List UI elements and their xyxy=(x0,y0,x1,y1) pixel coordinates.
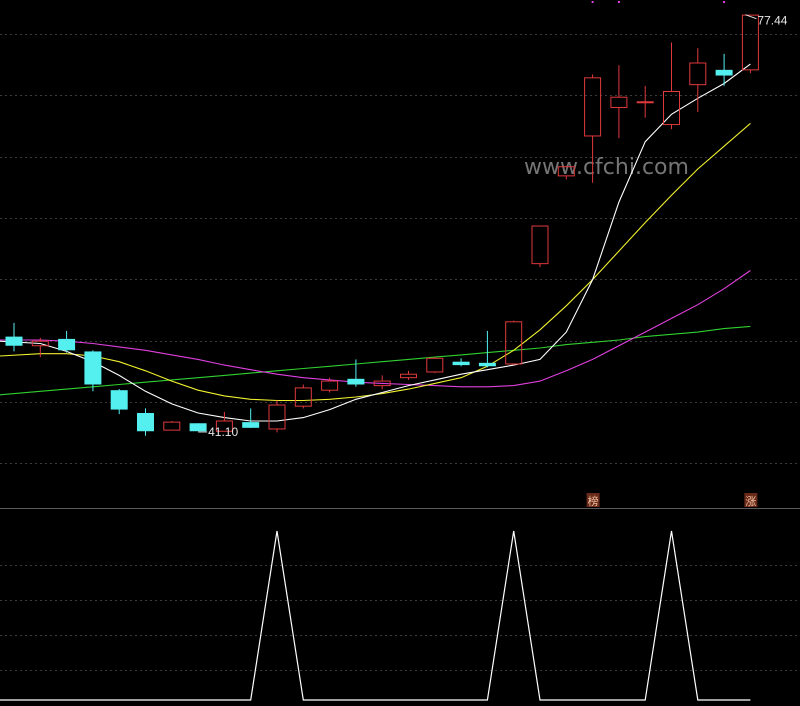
candle-body xyxy=(58,338,76,351)
candle-body xyxy=(478,362,496,367)
annotation-pointer xyxy=(745,14,757,20)
candle xyxy=(84,350,102,392)
high-price-label: 77.44 xyxy=(757,14,787,28)
indicator-line xyxy=(0,530,751,701)
candle-body xyxy=(584,77,602,137)
candle-body xyxy=(452,361,470,366)
candle xyxy=(531,225,549,268)
candle-body xyxy=(321,380,339,391)
candle-body xyxy=(137,412,154,432)
candlesticks xyxy=(5,14,759,436)
candle xyxy=(478,330,496,368)
badge-box xyxy=(586,493,600,507)
candle-body xyxy=(242,422,260,428)
candle xyxy=(189,423,207,432)
candle xyxy=(321,377,339,393)
price-annotations: 41.10 77.44 榜 涨 xyxy=(198,1,788,508)
candle-body xyxy=(5,336,23,346)
candle xyxy=(31,337,49,358)
candle xyxy=(610,65,628,139)
top-marker xyxy=(591,1,594,3)
watermark: www.cfchi.com xyxy=(524,155,689,180)
candle xyxy=(5,322,23,352)
candle-body xyxy=(294,387,312,407)
indicator-panel xyxy=(0,530,751,701)
candle xyxy=(242,408,260,428)
candle-body xyxy=(189,423,207,432)
candle-body xyxy=(373,380,391,387)
candle xyxy=(373,375,391,390)
candle xyxy=(347,359,365,387)
ma60-line xyxy=(0,325,751,396)
candle-body xyxy=(268,404,286,430)
candle xyxy=(400,370,417,380)
candle xyxy=(294,384,312,409)
candle xyxy=(215,411,233,432)
candle-body xyxy=(84,351,102,385)
candle xyxy=(137,408,154,436)
candle xyxy=(689,48,707,113)
top-marker xyxy=(617,1,620,3)
candle xyxy=(58,330,76,353)
candle xyxy=(741,14,759,74)
candle xyxy=(268,400,286,433)
candle-body xyxy=(610,96,628,108)
candle-body xyxy=(163,421,181,431)
candle-body xyxy=(347,378,365,385)
ma5-line xyxy=(0,63,751,422)
candle xyxy=(715,53,733,86)
candle-body xyxy=(505,321,523,365)
candle-body xyxy=(531,225,549,265)
candle xyxy=(557,165,575,180)
ma10-line xyxy=(0,122,751,402)
candle xyxy=(584,74,602,183)
ma20-line xyxy=(0,270,751,388)
low-price-label: 41.10 xyxy=(208,425,238,439)
candle-body xyxy=(110,390,128,410)
candle-body xyxy=(557,166,575,177)
candle xyxy=(636,85,654,118)
candle-body xyxy=(715,69,733,76)
candle xyxy=(110,389,128,415)
candle xyxy=(452,358,470,367)
top-marker xyxy=(723,1,726,3)
candle-body xyxy=(215,420,233,432)
badge-label: 涨 xyxy=(745,495,756,508)
candle-body xyxy=(663,91,680,126)
candle-body xyxy=(636,101,654,104)
candle xyxy=(663,42,680,130)
candle-body xyxy=(741,14,759,71)
candle-body xyxy=(689,62,707,86)
candle xyxy=(426,357,444,374)
badge-box xyxy=(744,493,758,507)
candle xyxy=(163,420,181,431)
badge-label: 榜 xyxy=(588,494,599,508)
candle-body xyxy=(400,373,417,379)
candle-body xyxy=(31,340,49,347)
grid-lines xyxy=(0,34,800,671)
candle xyxy=(505,320,523,366)
candle-body xyxy=(426,357,444,373)
moving-average-lines xyxy=(0,63,751,422)
